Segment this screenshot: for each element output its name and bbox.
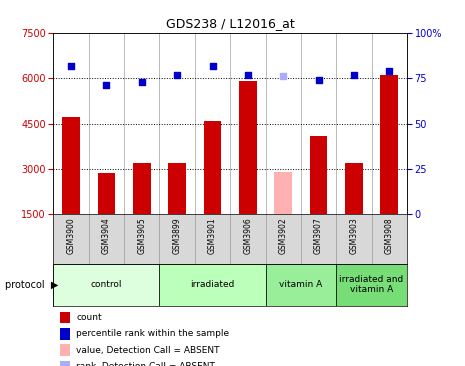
Text: GSM3904: GSM3904: [102, 217, 111, 254]
Point: [138, 79, 146, 85]
Bar: [62, 117, 80, 214]
Text: vitamin A: vitamin A: [279, 280, 323, 289]
Bar: [53, 264, 159, 306]
Text: GSM3905: GSM3905: [137, 217, 146, 254]
Text: irradiated: irradiated: [190, 280, 235, 289]
Point: [67, 63, 75, 68]
Bar: [274, 172, 292, 214]
Text: GSM3906: GSM3906: [243, 217, 252, 254]
Bar: [159, 264, 266, 306]
Bar: [60, 344, 70, 356]
Text: GSM3901: GSM3901: [208, 217, 217, 254]
Bar: [60, 361, 70, 366]
Text: GSM3899: GSM3899: [173, 217, 182, 254]
Text: protocol  ▶: protocol ▶: [5, 280, 58, 290]
Text: control: control: [91, 280, 122, 289]
Bar: [98, 173, 115, 214]
Point: [385, 68, 393, 74]
Bar: [204, 120, 221, 214]
Bar: [133, 163, 151, 214]
Text: irradiated and
vitamin A: irradiated and vitamin A: [339, 275, 404, 294]
Point: [244, 72, 252, 78]
Bar: [345, 163, 363, 214]
Point: [315, 77, 322, 83]
Text: GSM3908: GSM3908: [385, 217, 394, 254]
Text: GSM3902: GSM3902: [279, 217, 288, 254]
Text: rank, Detection Call = ABSENT: rank, Detection Call = ABSENT: [76, 362, 215, 366]
Bar: [310, 136, 327, 214]
Bar: [60, 328, 70, 340]
Bar: [336, 264, 407, 306]
Text: GSM3900: GSM3900: [66, 217, 76, 254]
Point: [350, 72, 358, 78]
Text: count: count: [76, 313, 102, 322]
Point: [173, 72, 181, 78]
Bar: [380, 75, 398, 214]
Bar: [266, 264, 336, 306]
Point: [209, 63, 216, 68]
Title: GDS238 / L12016_at: GDS238 / L12016_at: [166, 17, 294, 30]
Bar: [168, 163, 186, 214]
Point: [103, 83, 110, 89]
Bar: [239, 81, 257, 214]
Text: percentile rank within the sample: percentile rank within the sample: [76, 329, 229, 339]
Point: [279, 74, 287, 79]
Bar: [60, 311, 70, 324]
Text: value, Detection Call = ABSENT: value, Detection Call = ABSENT: [76, 346, 220, 355]
Text: GSM3907: GSM3907: [314, 217, 323, 254]
Text: GSM3903: GSM3903: [349, 217, 359, 254]
